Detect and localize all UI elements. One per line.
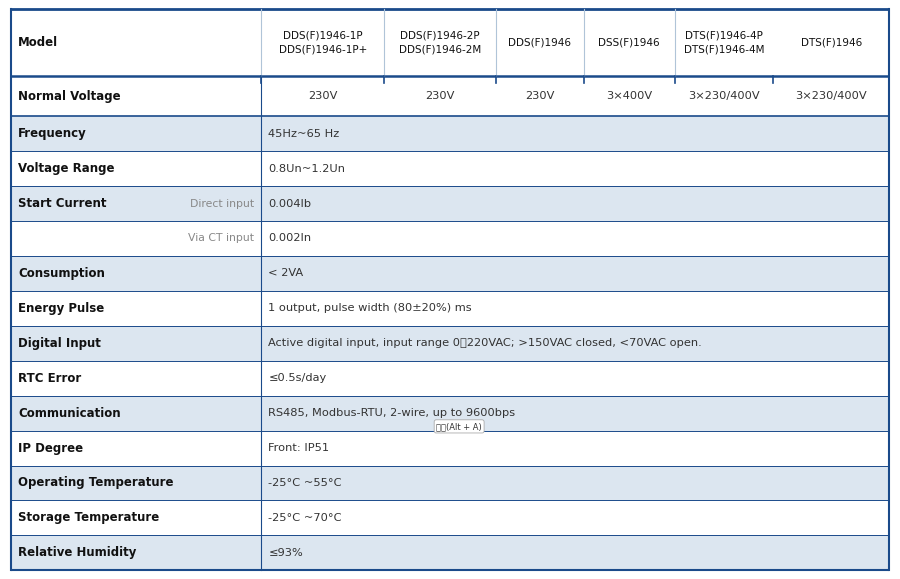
Text: Active digital input, input range 0～220VAC; >150VAC closed, <70VAC open.: Active digital input, input range 0～220V… (268, 338, 702, 348)
Text: Direct input: Direct input (190, 199, 254, 208)
Text: < 2VA: < 2VA (268, 269, 303, 278)
Text: DDS(F)1946-2P
DDS(F)1946-2M: DDS(F)1946-2P DDS(F)1946-2M (399, 30, 481, 54)
Text: Model: Model (18, 36, 58, 49)
Text: 45Hz~65 Hz: 45Hz~65 Hz (268, 129, 339, 138)
Bar (11, 291, 889, 326)
Text: RTC Error: RTC Error (18, 372, 81, 384)
Text: ≤93%: ≤93% (268, 548, 303, 558)
Text: 3×400V: 3×400V (606, 91, 652, 101)
Bar (11, 256, 889, 291)
Bar (11, 395, 889, 431)
Text: DTS(F)1946-4P
DTS(F)1946-4M: DTS(F)1946-4P DTS(F)1946-4M (684, 30, 764, 54)
Text: 230V: 230V (308, 91, 338, 101)
Text: 230V: 230V (525, 91, 554, 101)
Text: Energy Pulse: Energy Pulse (18, 302, 104, 315)
Text: Digital Input: Digital Input (18, 337, 101, 350)
Text: 截图(Alt + A): 截图(Alt + A) (436, 422, 482, 431)
Text: Front: IP51: Front: IP51 (268, 443, 329, 453)
Text: Start Current: Start Current (18, 197, 106, 210)
Text: Communication: Communication (18, 406, 121, 420)
Text: Via CT input: Via CT input (188, 233, 254, 243)
Text: DDS(F)1946-1P
DDS(F)1946-1P+: DDS(F)1946-1P DDS(F)1946-1P+ (278, 30, 367, 54)
Text: Consumption: Consumption (18, 267, 105, 280)
Text: Relative Humidity: Relative Humidity (18, 547, 137, 559)
Text: 0.004Ib: 0.004Ib (268, 199, 311, 208)
Text: -25°C ~70°C: -25°C ~70°C (268, 513, 342, 523)
Text: -25°C ~55°C: -25°C ~55°C (268, 478, 342, 488)
Text: Operating Temperature: Operating Temperature (18, 477, 174, 489)
Bar (11, 9, 889, 76)
Bar (11, 151, 889, 186)
Bar (11, 326, 889, 361)
Text: ≤0.5s/day: ≤0.5s/day (268, 373, 327, 383)
Text: 1 output, pulse width (80±20%) ms: 1 output, pulse width (80±20%) ms (268, 303, 472, 313)
Bar (11, 500, 889, 536)
Text: RS485, Modbus-RTU, 2-wire, up to 9600bps: RS485, Modbus-RTU, 2-wire, up to 9600bps (268, 408, 516, 418)
Text: Frequency: Frequency (18, 127, 86, 140)
Text: DSS(F)1946: DSS(F)1946 (598, 37, 660, 47)
Bar (11, 536, 889, 570)
Bar (11, 76, 889, 116)
Text: 3×230/400V: 3×230/400V (688, 91, 760, 101)
Bar (11, 116, 889, 151)
Text: IP Degree: IP Degree (18, 442, 83, 455)
Text: 3×230/400V: 3×230/400V (796, 91, 867, 101)
Text: Voltage Range: Voltage Range (18, 162, 114, 175)
Text: 230V: 230V (425, 91, 454, 101)
Text: Storage Temperature: Storage Temperature (18, 511, 159, 525)
Bar (165, 186, 261, 221)
Text: 0.002In: 0.002In (268, 233, 311, 243)
Bar (11, 186, 889, 221)
Bar (11, 466, 889, 500)
Bar (11, 361, 889, 395)
Text: Normal Voltage: Normal Voltage (18, 90, 121, 102)
Text: DDS(F)1946: DDS(F)1946 (508, 37, 572, 47)
Text: 0.8Un~1.2Un: 0.8Un~1.2Un (268, 164, 346, 174)
Text: DTS(F)1946: DTS(F)1946 (801, 37, 862, 47)
Bar (11, 431, 889, 466)
Bar (11, 221, 889, 256)
